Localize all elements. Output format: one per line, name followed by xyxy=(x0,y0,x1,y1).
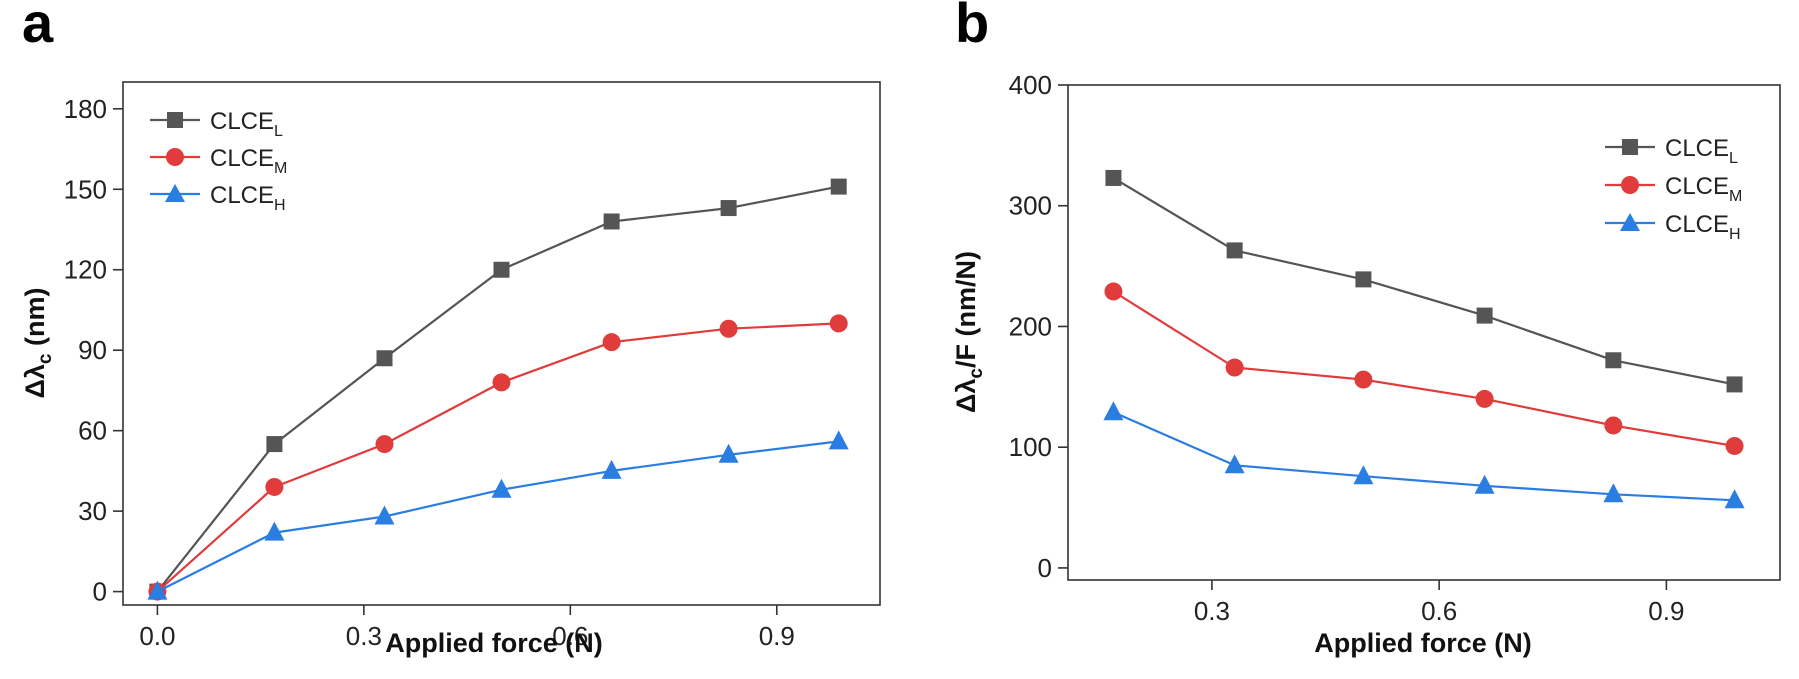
y-tick-label: 100 xyxy=(1009,432,1052,462)
legend-entry-clce-l: CLCEL xyxy=(1605,135,1738,167)
x-tick-label: 0.9 xyxy=(759,621,795,651)
data-point-clce-m xyxy=(1725,436,1744,455)
x-tick-label: 0.9 xyxy=(1648,596,1684,626)
data-point-clce-l xyxy=(1476,307,1493,324)
series-line-clce-m xyxy=(1112,290,1735,448)
data-point-clce-l xyxy=(1226,242,1243,259)
legend-label-clce-h: CLCEH xyxy=(210,182,286,214)
panel-b: b 0.3 0.6 0.9 0 100 200 300 400 CLCEL CLCEM CLC… xyxy=(951,0,1781,658)
panel-b-series xyxy=(1103,169,1745,509)
legend-marker-clce-h xyxy=(1620,213,1640,231)
legend-label-clce-l: CLCEL xyxy=(1665,135,1738,167)
y-tick-label: 150 xyxy=(64,174,107,204)
data-point-clce-h xyxy=(1103,401,1124,421)
y-tick-label: 60 xyxy=(78,416,107,446)
data-point-clce-m xyxy=(1225,358,1244,377)
data-point-clce-h xyxy=(718,443,739,463)
y-tick-label: 120 xyxy=(64,255,107,285)
legend-marker-clce-m xyxy=(1621,176,1639,194)
panel-a-x-axis-title: Applied force (N) xyxy=(385,628,603,658)
data-point-clce-m xyxy=(1354,370,1373,389)
x-tick-label: 0.3 xyxy=(346,621,382,651)
legend-label-clce-m: CLCEM xyxy=(1665,173,1742,205)
data-point-clce-l xyxy=(603,213,620,230)
y-tick-label: 0 xyxy=(1038,553,1052,583)
panel-b-x-axis-title: Applied force (N) xyxy=(1314,628,1532,658)
series-line-clce-m xyxy=(156,322,839,593)
x-tick-label: 0.6 xyxy=(1421,596,1457,626)
data-point-clce-m xyxy=(602,333,621,352)
data-point-clce-h xyxy=(601,459,622,479)
data-point-clce-h xyxy=(1603,483,1624,503)
data-point-clce-h xyxy=(374,505,395,525)
legend-marker-clce-l xyxy=(167,112,183,128)
data-point-clce-h xyxy=(1474,474,1495,494)
panel-a-series xyxy=(147,178,849,601)
panel-b-label: b xyxy=(955,0,989,54)
legend-marker-clce-h xyxy=(165,184,185,202)
data-point-clce-m xyxy=(265,477,284,496)
data-point-clce-m xyxy=(1604,416,1623,435)
legend-entry-clce-h: CLCEH xyxy=(150,182,286,214)
panel-a-plot-frame xyxy=(122,81,881,606)
legend-label-clce-h: CLCEH xyxy=(1665,211,1741,243)
legend-entry-clce-m: CLCEM xyxy=(150,145,287,177)
panel-a-ticks: 0.0 0.3 0.6 0.9 0 30 60 90 120 150 180 xyxy=(64,94,795,651)
legend-entry-clce-l: CLCEL xyxy=(150,108,283,140)
data-point-clce-l xyxy=(1355,271,1372,288)
data-point-clce-m xyxy=(492,373,511,392)
data-point-clce-h xyxy=(1724,489,1745,509)
data-point-clce-h xyxy=(147,580,168,600)
data-point-clce-m xyxy=(375,435,394,454)
data-point-clce-l xyxy=(1726,376,1743,393)
data-point-clce-l xyxy=(376,350,393,367)
data-point-clce-l xyxy=(1605,352,1622,369)
data-point-clce-l xyxy=(830,178,847,195)
panel-b-plot-frame xyxy=(1067,84,1781,581)
data-point-clce-m xyxy=(1104,282,1123,301)
legend-entry-clce-m: CLCEM xyxy=(1605,173,1742,205)
legend-label-clce-m: CLCEM xyxy=(210,145,287,177)
data-point-clce-l xyxy=(266,436,283,453)
y-tick-label: 200 xyxy=(1009,311,1052,341)
data-point-clce-h xyxy=(1224,454,1245,474)
legend-label-clce-l: CLCEL xyxy=(210,108,283,140)
x-tick-label: 0.3 xyxy=(1194,596,1230,626)
data-point-clce-h xyxy=(1353,465,1374,485)
legend-marker-clce-l xyxy=(1622,139,1638,155)
panel-a: a 0.0 0.3 0.6 0.9 0 30 60 90 120 150 180 CLCEL CLC… xyxy=(20,0,881,658)
panel-a-legend: CLCEL CLCEM CLCEH xyxy=(150,108,287,214)
data-point-clce-m xyxy=(719,319,738,338)
data-point-clce-l xyxy=(493,261,510,278)
panel-a-y-axis-title: Δλc (nm) xyxy=(20,288,56,399)
data-point-clce-m xyxy=(829,314,848,333)
series-line-clce-l xyxy=(1112,177,1735,386)
y-tick-label: 0 xyxy=(93,577,107,607)
legend-entry-clce-h: CLCEH xyxy=(1605,211,1741,243)
y-tick-label: 30 xyxy=(78,496,107,526)
x-tick-label: 0.6 xyxy=(552,621,588,651)
data-point-clce-l xyxy=(1105,169,1122,186)
panel-a-label: a xyxy=(22,0,54,54)
panel-b-legend: CLCEL CLCEM CLCEH xyxy=(1605,135,1742,243)
data-point-clce-m xyxy=(1475,389,1494,408)
y-tick-label: 300 xyxy=(1009,191,1052,221)
data-point-clce-l xyxy=(720,200,737,217)
panel-b-y-axis-title: Δλc/F (nm/N) xyxy=(951,251,987,413)
data-point-clce-h xyxy=(264,521,285,541)
x-tick-label: 0.0 xyxy=(139,621,175,651)
data-point-clce-h xyxy=(828,430,849,450)
panel-b-ticks: 0.3 0.6 0.9 0 100 200 300 400 xyxy=(1009,70,1685,626)
y-tick-label: 90 xyxy=(78,335,107,365)
series-line-clce-h xyxy=(1112,411,1735,502)
data-point-clce-h xyxy=(491,478,512,498)
legend-marker-clce-m xyxy=(166,148,184,166)
y-tick-label: 400 xyxy=(1009,70,1052,100)
y-tick-label: 180 xyxy=(64,94,107,124)
